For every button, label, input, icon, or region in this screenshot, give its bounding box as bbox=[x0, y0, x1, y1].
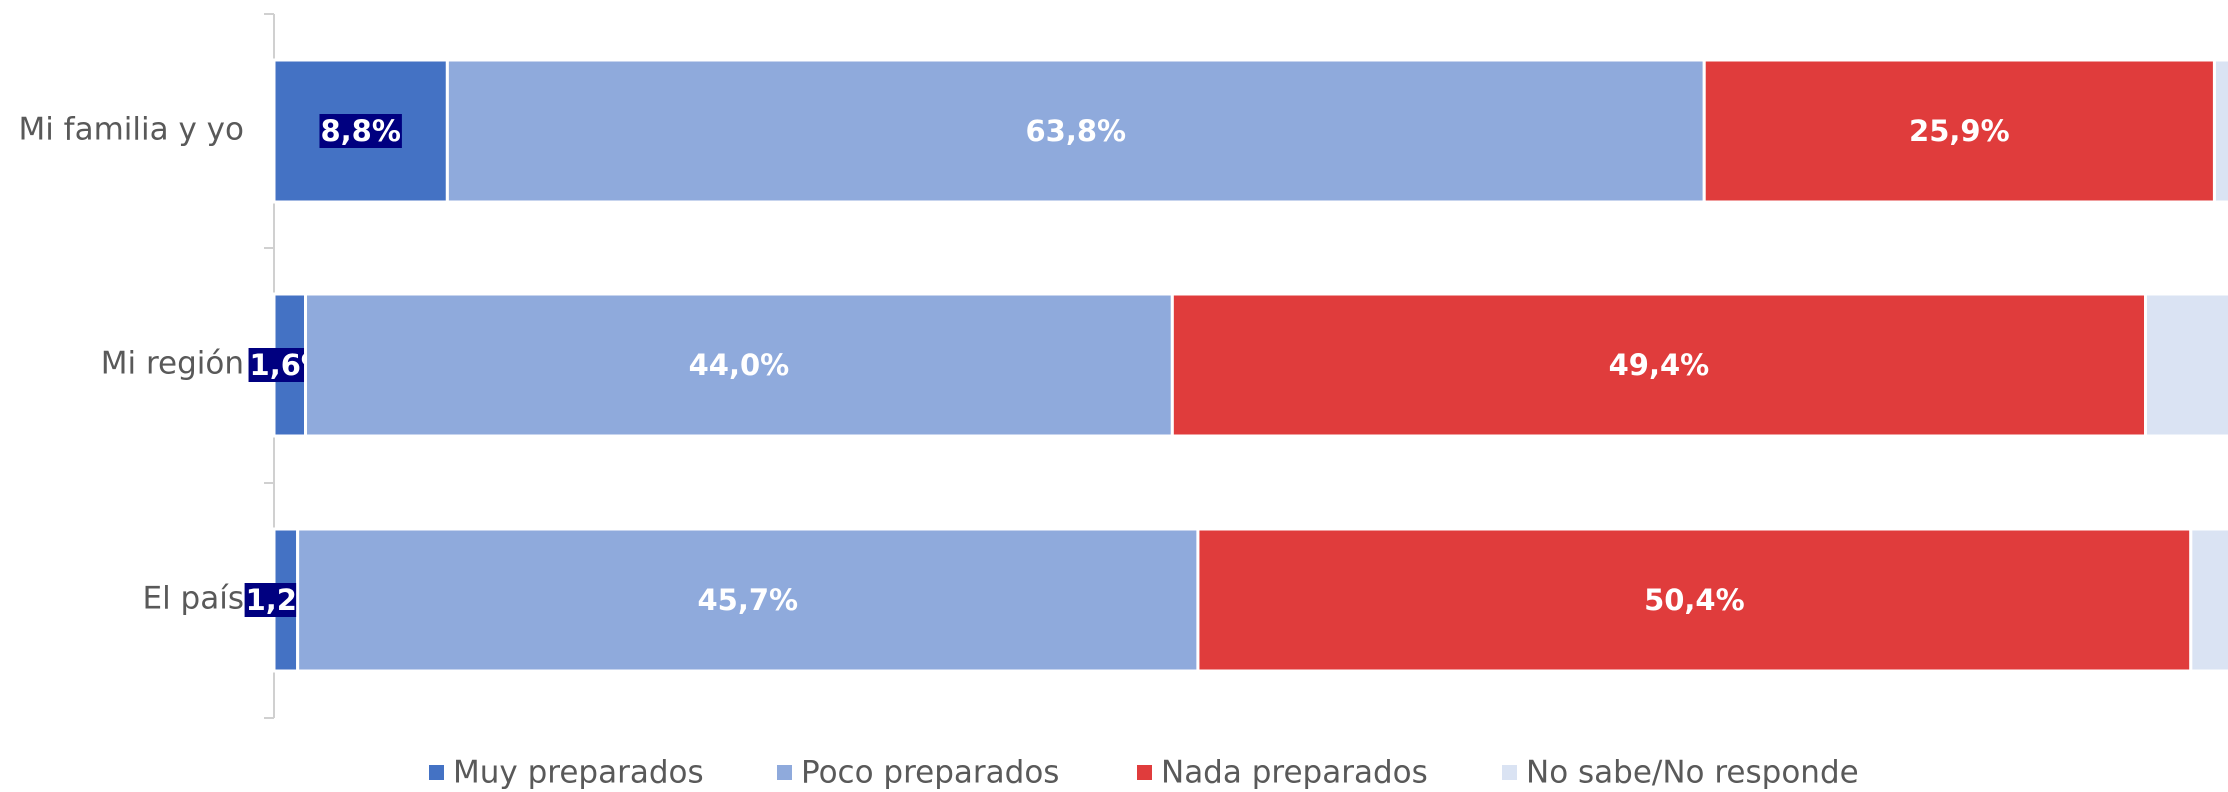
data-label: 63,8% bbox=[1025, 114, 1126, 148]
legend-swatch bbox=[429, 765, 444, 780]
category-label: Mi región bbox=[101, 346, 244, 382]
bar-segment bbox=[2144, 292, 2228, 438]
data-label-background bbox=[319, 114, 402, 148]
legend-label: Poco preparados bbox=[801, 755, 1059, 791]
legend-label: Muy preparados bbox=[453, 755, 704, 791]
legend-label: Nada preparados bbox=[1161, 755, 1428, 791]
data-label: 45,7% bbox=[697, 583, 798, 617]
bar-segment bbox=[445, 58, 1706, 204]
data-label: 8,8% bbox=[320, 114, 400, 148]
data-label: 50,4% bbox=[1644, 583, 1745, 617]
legend-swatch bbox=[1137, 765, 1152, 780]
legend-label: No sabe/No responde bbox=[1526, 755, 1859, 791]
bar-segment bbox=[304, 292, 1174, 438]
bar-segment bbox=[1196, 527, 2193, 673]
data-label: 25,9% bbox=[1909, 114, 2010, 148]
category-label: Mi familia y yo bbox=[18, 112, 244, 148]
legend-swatch bbox=[777, 765, 792, 780]
legend-swatch bbox=[1502, 765, 1517, 780]
bar-segment bbox=[1170, 292, 2147, 438]
data-label: 49,4% bbox=[1609, 348, 1710, 382]
bar-segment bbox=[296, 527, 1200, 673]
data-label: 44,0% bbox=[689, 348, 790, 382]
bar-segment bbox=[2189, 527, 2228, 673]
bar-segment bbox=[2212, 58, 2228, 204]
category-label: El país bbox=[143, 581, 245, 617]
